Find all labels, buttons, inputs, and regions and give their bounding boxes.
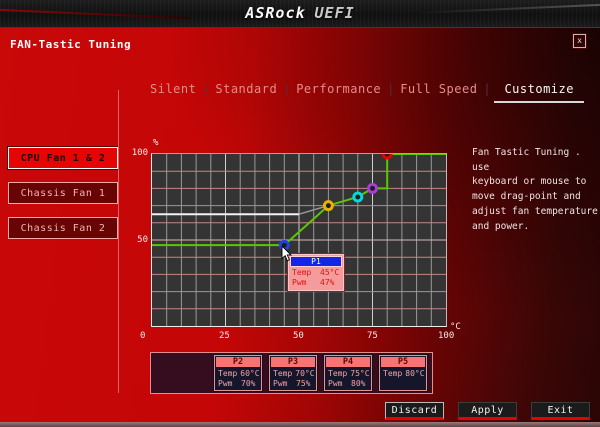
asrock-uefi-logo: ASRock UEFI bbox=[0, 4, 600, 22]
discard-button[interactable]: Discard bbox=[385, 402, 444, 420]
point-box-title: P3 bbox=[271, 357, 315, 367]
pwm-value: 80% bbox=[351, 379, 366, 388]
tooltip-temp-value: 45°C bbox=[320, 268, 340, 277]
drag-point-p4[interactable] bbox=[367, 182, 378, 194]
drag-point-p5[interactable] bbox=[381, 154, 393, 160]
fan-select-cpu-fan-1-2[interactable]: CPU Fan 1 & 2 bbox=[7, 146, 119, 170]
help-text: Fan Tastic Tuning . use keyboard or mous… bbox=[472, 147, 598, 232]
point-box-title: P2 bbox=[216, 357, 260, 367]
close-button[interactable]: x bbox=[572, 33, 587, 49]
tooltip-pwm-value: 47% bbox=[320, 278, 335, 287]
sidebar-divider bbox=[118, 90, 119, 393]
point-box-temp-row: Temp 75°C bbox=[325, 368, 371, 378]
point-box-pwm-row: Pwm 75% bbox=[270, 378, 316, 388]
point-box-p3[interactable]: P3 Temp 70°C Pwm 75% bbox=[268, 354, 318, 392]
fan-profile-tabs: Silent | Standard | Performance | Full S… bbox=[148, 80, 584, 106]
main-area: FAN-Tastic Tuning x Silent | Standard | … bbox=[0, 28, 600, 427]
temp-label: Temp bbox=[328, 369, 348, 378]
y-axis-unit: % bbox=[153, 138, 159, 148]
drag-point-tooltip: P1 Temp 45°C Pwm 47% bbox=[287, 253, 345, 292]
product-logo-text: UEFI bbox=[314, 4, 355, 22]
x-tick-100: 100 bbox=[438, 331, 455, 341]
tab-separator: | bbox=[283, 82, 291, 96]
tab-separator: | bbox=[483, 82, 491, 96]
origin-tick-0: 0 bbox=[140, 331, 146, 341]
temp-label: Temp bbox=[273, 369, 293, 378]
tab-customize[interactable]: Customize bbox=[494, 80, 584, 103]
point-box-title: P4 bbox=[326, 357, 370, 367]
point-box-title: P5 bbox=[381, 357, 425, 367]
tab-performance[interactable]: Performance bbox=[296, 82, 382, 96]
tooltip-pwm-row: Pwm 47% bbox=[290, 277, 342, 289]
y-tick-50: 50 bbox=[137, 235, 148, 245]
pwm-value: 70% bbox=[241, 379, 256, 388]
temp-label: Temp bbox=[383, 369, 403, 378]
y-tick-100: 100 bbox=[131, 148, 148, 158]
x-axis-unit: °C bbox=[450, 322, 461, 332]
pwm-label: Pwm bbox=[328, 379, 343, 388]
tab-silent[interactable]: Silent bbox=[150, 82, 197, 96]
temp-value: 60°C bbox=[240, 369, 260, 378]
fan-select-chassis-fan-1[interactable]: Chassis Fan 1 bbox=[8, 182, 118, 204]
temp-value: 70°C bbox=[295, 369, 315, 378]
point-box-pwm-row: Pwm 70% bbox=[215, 378, 261, 388]
brand-logo-text: ASRock bbox=[245, 4, 306, 22]
point-box-p5[interactable]: P5 Temp 80°C bbox=[378, 354, 428, 392]
pwm-value: 75% bbox=[296, 379, 311, 388]
temp-value: 80°C bbox=[405, 369, 425, 378]
tooltip-pwm-label: Pwm bbox=[292, 278, 307, 287]
mouse-cursor-icon bbox=[281, 246, 293, 262]
point-values-bar: P2 Temp 60°C Pwm 70% P3 Temp 70°C Pwm bbox=[150, 352, 433, 394]
fan-curve-svg bbox=[152, 154, 446, 326]
top-banner: ASRock UEFI bbox=[0, 0, 600, 28]
bottom-edge-strip bbox=[0, 422, 600, 427]
pwm-label: Pwm bbox=[273, 379, 288, 388]
point-box-temp-row: Temp 60°C bbox=[215, 368, 261, 378]
point-box-p4[interactable]: P4 Temp 75°C Pwm 80% bbox=[323, 354, 373, 392]
action-buttons: Discard Apply Exit bbox=[385, 402, 590, 420]
fan-select-chassis-fan-2[interactable]: Chassis Fan 2 bbox=[8, 217, 118, 239]
pwm-label: Pwm bbox=[218, 379, 233, 388]
fan-curve-plot[interactable] bbox=[151, 153, 447, 327]
tab-standard[interactable]: Standard bbox=[215, 82, 278, 96]
x-tick-25: 25 bbox=[219, 331, 230, 341]
drag-point-p2[interactable] bbox=[322, 200, 334, 212]
tab-full-speed[interactable]: Full Speed bbox=[400, 82, 478, 96]
fan-curve-line bbox=[152, 154, 446, 247]
drag-point-p3[interactable] bbox=[352, 191, 364, 203]
temp-label: Temp bbox=[218, 369, 238, 378]
tooltip-temp-label: Temp bbox=[292, 268, 312, 277]
temp-value: 75°C bbox=[350, 369, 370, 378]
tooltip-temp-row: Temp 45°C bbox=[290, 267, 342, 277]
x-tick-50: 50 bbox=[293, 331, 304, 341]
tab-separator: | bbox=[387, 82, 395, 96]
exit-button[interactable]: Exit bbox=[531, 402, 590, 420]
page-title: FAN-Tastic Tuning bbox=[10, 38, 132, 51]
point-box-pwm-row: Pwm 80% bbox=[325, 378, 371, 388]
point-box-temp-row: Temp 70°C bbox=[270, 368, 316, 378]
point-box-p2[interactable]: P2 Temp 60°C Pwm 70% bbox=[213, 354, 263, 392]
tab-separator: | bbox=[202, 82, 210, 96]
point-box-temp-row: Temp 80°C bbox=[380, 368, 426, 378]
x-tick-75: 75 bbox=[367, 331, 378, 341]
tooltip-title: P1 bbox=[290, 256, 342, 267]
apply-button[interactable]: Apply bbox=[458, 402, 517, 420]
